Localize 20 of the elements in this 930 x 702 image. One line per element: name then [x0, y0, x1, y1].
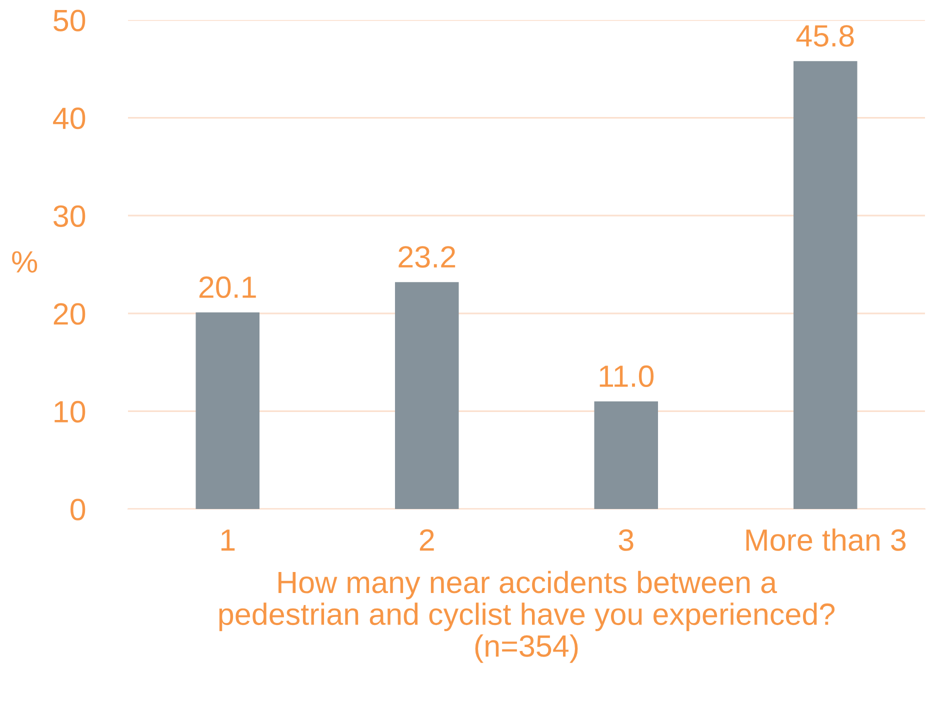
- data-label: 23.2: [398, 246, 456, 268]
- x-axis-title: How many near accidents between a pedestrian and cyclist have you experienced? (n=354): [219, 570, 835, 663]
- y-tick-label: 30: [54, 205, 86, 227]
- y-axis-title: %: [12, 251, 38, 273]
- bar: [594, 401, 658, 509]
- x-tick-label: 2: [420, 529, 434, 551]
- bar: [793, 61, 858, 509]
- y-tick-label: 20: [54, 303, 86, 325]
- y-tick-label: 40: [53, 108, 86, 130]
- y-tick-label: 10: [54, 400, 86, 423]
- x-tick-label: 3: [618, 529, 634, 551]
- x-tick-label: More than 3: [746, 528, 906, 551]
- data-label: 11.0: [600, 365, 654, 388]
- y-tick-label: 50: [54, 10, 86, 32]
- x-tick-label: 1: [221, 530, 235, 551]
- y-tick-label: 0: [70, 498, 86, 520]
- data-label: 20.1: [199, 276, 256, 298]
- bar: [394, 282, 459, 509]
- bar: [196, 312, 260, 509]
- data-label: 45.8: [796, 25, 854, 47]
